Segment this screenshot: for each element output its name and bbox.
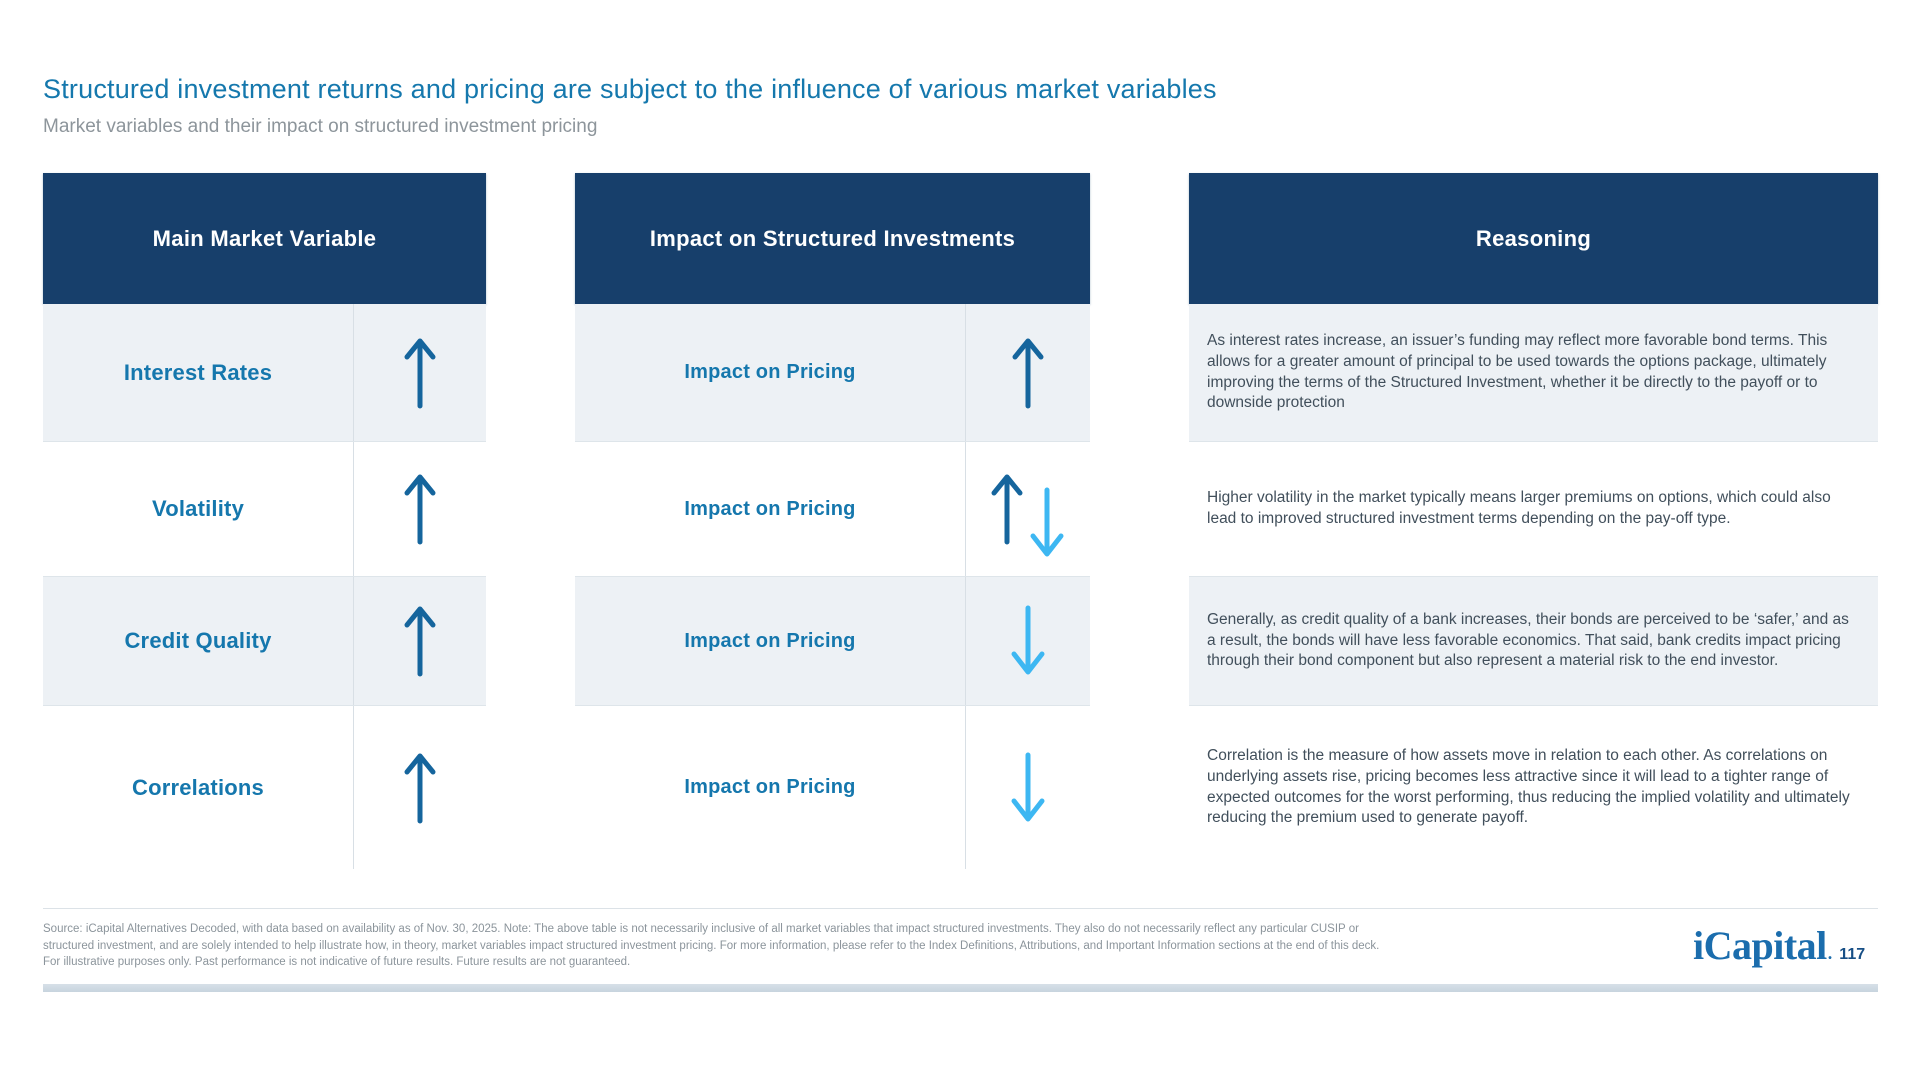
table-impact-on-structured-investments: Impact on Structured Investments Impact … [575, 173, 1090, 869]
variable-label-cell: Interest Rates [43, 304, 353, 441]
table-row: Impact on Pricing [575, 304, 1090, 441]
arrow-cell [965, 304, 1090, 441]
impact-label-cell: Impact on Pricing [575, 442, 965, 576]
arrow-cell [353, 442, 486, 576]
table-row: Credit Quality [43, 576, 486, 705]
down-arrow-icon [1011, 752, 1045, 821]
arrow-cell [965, 706, 1090, 869]
table-row: Volatility [43, 441, 486, 576]
down-arrow-icon [1011, 605, 1045, 675]
table-row: Correlations [43, 705, 486, 869]
source-disclaimer: Source: iCapital Alternatives Decoded, w… [43, 923, 1380, 969]
reasoning-text: Correlation is the measure of how assets… [1207, 746, 1850, 827]
variable-label-cell: Correlations [43, 706, 353, 869]
table-row: Interest Rates [43, 304, 486, 441]
reasoning-text: Higher volatility in the market typicall… [1207, 489, 1831, 527]
table-reasoning: Reasoning As interest rates increase, an… [1189, 173, 1878, 869]
impact-label: Impact on Pricing [684, 497, 856, 520]
impact-label-cell: Impact on Pricing [575, 304, 965, 441]
page-subtitle: Market variables and their impact on str… [43, 116, 598, 137]
arrow-cell [353, 304, 486, 441]
variable-label: Correlations [132, 774, 264, 800]
up-arrow-icon [404, 606, 436, 677]
icapital-logo: iCapital . 117 [1693, 922, 1865, 969]
variable-label: Interest Rates [123, 359, 273, 385]
impact-label-cell: Impact on Pricing [575, 577, 965, 705]
up-arrow-icon [404, 753, 436, 823]
page-number: 117 [1839, 946, 1866, 963]
footer-divider [43, 908, 1878, 909]
impact-label: Impact on Pricing [684, 361, 856, 383]
table-row: Impact on Pricing [575, 576, 1090, 705]
impact-label-cell: Impact on Pricing [575, 706, 965, 869]
up-down-arrow-pair [990, 472, 1066, 557]
reasoning-row: Correlation is the measure of how assets… [1189, 705, 1878, 869]
up-arrow-icon [991, 474, 1023, 545]
bottom-accent-bar [43, 984, 1878, 992]
page-title: Structured investment returns and pricin… [43, 74, 1217, 104]
up-arrow-icon [404, 338, 436, 408]
table-header-impact: Impact on Structured Investments [575, 173, 1090, 304]
up-arrow-icon [404, 474, 436, 545]
variable-label: Credit Quality [124, 628, 272, 653]
down-arrow-icon [1030, 487, 1064, 557]
up-arrow-icon [1012, 338, 1044, 408]
arrow-cell [353, 706, 486, 869]
variable-label-cell: Credit Quality [43, 577, 353, 705]
arrow-cell [353, 577, 486, 705]
icapital-logo-dot: . [1827, 943, 1833, 963]
table-header-main-market-variable: Main Market Variable [43, 173, 486, 304]
icapital-logo-text: iCapital [1693, 923, 1827, 968]
table-row: Impact on Pricing [575, 705, 1090, 869]
table-row: Impact on Pricing [575, 441, 1090, 576]
impact-label: Impact on Pricing [684, 629, 856, 652]
reasoning-row: Higher volatility in the market typicall… [1189, 441, 1878, 576]
table-header-reasoning: Reasoning [1189, 173, 1878, 304]
reasoning-text: As interest rates increase, an issuer’s … [1207, 331, 1828, 412]
impact-label: Impact on Pricing [684, 776, 856, 798]
reasoning-text: Generally, as credit quality of a bank i… [1207, 610, 1849, 670]
reasoning-row: As interest rates increase, an issuer’s … [1189, 304, 1878, 441]
reasoning-row: Generally, as credit quality of a bank i… [1189, 576, 1878, 705]
arrow-cell [965, 577, 1090, 705]
variable-label: Volatility [151, 496, 245, 521]
table-main-market-variable: Main Market Variable Interest Rates Vola… [43, 173, 486, 869]
variable-label-cell: Volatility [43, 442, 353, 576]
arrow-cell [965, 442, 1090, 576]
